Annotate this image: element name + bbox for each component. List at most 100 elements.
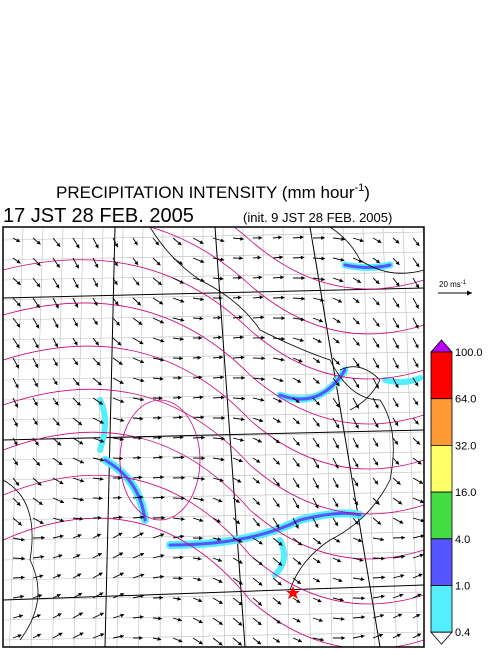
wind-arrow-head [138, 436, 143, 441]
wind-arrow-head [16, 323, 21, 328]
wind-arrow-head [257, 601, 262, 606]
wind-arrow-head [239, 335, 244, 340]
wind-arrow-head [100, 438, 105, 443]
wind-arrow-head [160, 533, 165, 538]
wind-arrow-head [160, 574, 164, 579]
wind-arrow-head [258, 275, 263, 280]
wind-arrow-head [134, 260, 139, 266]
wind-arrow-head [239, 437, 244, 442]
wind-arrow-head [159, 300, 164, 305]
wind-arrow-head [218, 296, 223, 301]
wind-arrow-head [258, 235, 263, 240]
wind-arrow-head [394, 421, 399, 426]
wind-arrow-head [318, 618, 323, 623]
wind-arrow-head [398, 613, 403, 618]
wind-arrow-head [96, 533, 101, 538]
wind-arrow-head [140, 359, 145, 364]
wind-arrow-head [58, 461, 63, 465]
wind-arrow-head [34, 382, 38, 387]
wind-arrow-head [219, 276, 224, 281]
wind-arrow-head [198, 640, 203, 645]
wind-arrow-head [140, 397, 144, 402]
wind-arrow-head [197, 577, 202, 582]
wind-arrow-head [295, 483, 300, 488]
wind-arrow-head [200, 278, 205, 283]
wind-arrow-head [315, 401, 320, 406]
wind-arrow-head [74, 322, 78, 327]
wind-arrow-head [94, 244, 99, 249]
grid-line [3, 491, 424, 501]
wind-arrow-head [295, 441, 300, 446]
wind-arrow-head [177, 241, 182, 246]
valid-time: 17 JST 28 FEB. 2005 [3, 205, 194, 227]
wind-arrow-head [160, 475, 164, 480]
coastline [339, 366, 381, 411]
wind-arrow-head [221, 436, 225, 441]
wind-arrow-head [355, 320, 360, 325]
wind-arrow-head [218, 641, 223, 646]
wind-arrow-head [375, 259, 380, 264]
wind-arrow-head [199, 240, 204, 244]
precip-band [103, 458, 147, 522]
wind-arrow-head [414, 382, 419, 387]
wind-arrow-head [74, 303, 79, 308]
wind-arrow-head [14, 461, 18, 466]
wind-arrow-head [79, 516, 84, 521]
wind-arrow-head [54, 362, 58, 367]
wind-arrow-head [416, 614, 421, 618]
wind-arrow-head [200, 259, 205, 263]
wind-arrow-head [340, 257, 345, 262]
wind-arrow-head [181, 496, 185, 501]
map-content [3, 227, 424, 647]
wind-arrow-head [94, 301, 98, 306]
wind-arrow-head [178, 638, 183, 643]
map [2, 226, 425, 648]
wind-arrow-head [117, 495, 122, 500]
wind-arrow-head [137, 455, 142, 460]
wind-arrow-head [419, 499, 424, 504]
wind-arrow-head [159, 455, 163, 460]
wind-arrow-head [261, 335, 265, 340]
wind-arrow-head [380, 613, 384, 618]
grid-line [3, 311, 424, 321]
wind-arrow-head [395, 261, 400, 265]
wind-arrow-head [180, 517, 185, 521]
grid-line [282, 227, 290, 647]
wind-arrow-head [75, 264, 79, 269]
wind-arrow-head [355, 383, 360, 388]
wind-arrow-head [198, 619, 203, 624]
wind-arrow-head [300, 255, 305, 260]
grid-line [52, 227, 64, 647]
wind-arrow-head [199, 536, 203, 541]
wind-arrow-head [99, 612, 104, 617]
wind-arrow-head [374, 480, 379, 485]
wind-arrow-head [279, 255, 283, 260]
wind-arrow-head [16, 281, 21, 285]
wind-arrow-head [321, 277, 325, 282]
wind-scale-label: 20 ms-1 [439, 280, 467, 289]
wind-arrow-head [275, 638, 281, 643]
wind-arrow-head [59, 534, 64, 539]
wind-arrow-head [55, 284, 60, 289]
wind-arrow-head [180, 298, 185, 303]
wind-arrow-head [380, 537, 385, 542]
wind-arrow-head [317, 598, 322, 603]
wind-arrow-head [138, 475, 143, 480]
wind-arrow-head [179, 555, 184, 560]
wind-arrow-head [16, 259, 21, 264]
wind-arrow-head [315, 422, 320, 427]
wind-arrow-head [275, 482, 280, 487]
wind-arrow-head [13, 441, 18, 446]
wind-arrow-head [318, 318, 323, 323]
title-main: PRECIPITATION INTENSITY (mm hour [56, 183, 355, 202]
wind-arrow-head [118, 515, 123, 520]
wind-arrow-head [198, 335, 203, 340]
grid-line [3, 391, 424, 401]
colorbar-segment [430, 351, 453, 400]
wind-arrow-head [36, 614, 41, 618]
wind-arrow-head [79, 440, 84, 445]
wind-arrow-head [355, 363, 360, 368]
wind-arrow-head [237, 478, 242, 483]
wind-arrow-head [261, 356, 265, 361]
wind-arrow-head [315, 464, 319, 469]
